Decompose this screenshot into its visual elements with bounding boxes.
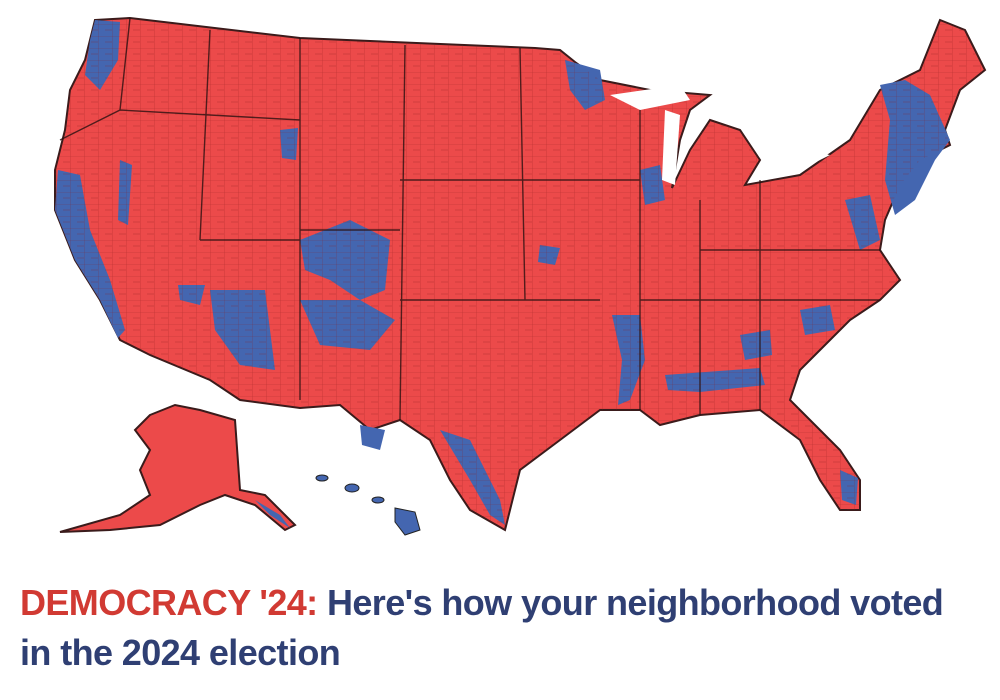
lakes bbox=[610, 85, 830, 185]
lake bbox=[662, 110, 680, 185]
island bbox=[344, 483, 360, 493]
hawaii bbox=[315, 474, 421, 536]
lake bbox=[760, 150, 830, 175]
county-lines bbox=[55, 18, 985, 530]
island bbox=[315, 474, 329, 482]
state-borders bbox=[59, 17, 880, 421]
alaska-shape bbox=[59, 403, 297, 533]
kicker: DEMOCRACY '24: bbox=[20, 582, 318, 623]
headline: DEMOCRACY '24: Here's how your neighborh… bbox=[20, 578, 960, 678]
island bbox=[371, 496, 385, 504]
mainland bbox=[54, 16, 987, 532]
lake bbox=[610, 85, 690, 110]
blue-area bbox=[255, 500, 290, 528]
alaska bbox=[59, 403, 297, 533]
island bbox=[394, 507, 421, 536]
election-map bbox=[54, 16, 987, 536]
blue-area bbox=[360, 425, 385, 450]
headline-title[interactable]: Here's how your neighborhood voted in th… bbox=[20, 582, 944, 673]
